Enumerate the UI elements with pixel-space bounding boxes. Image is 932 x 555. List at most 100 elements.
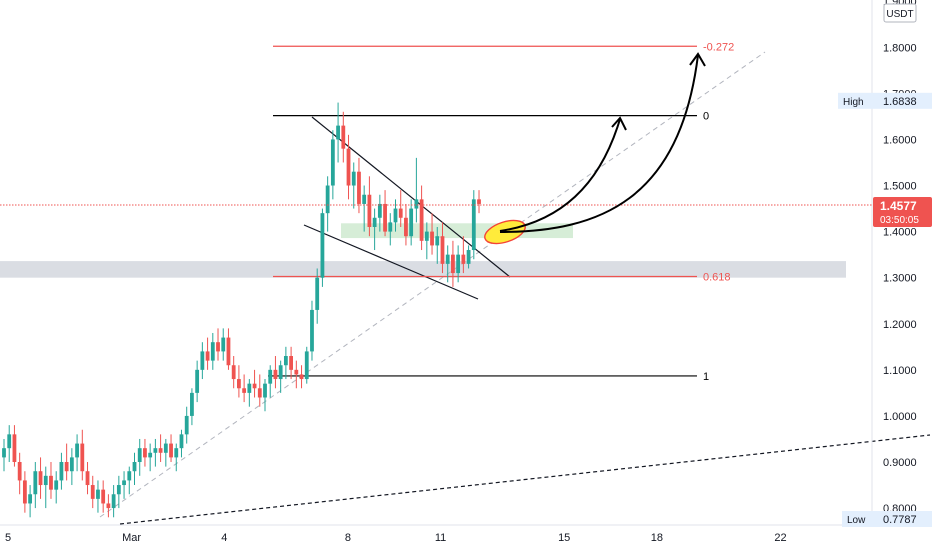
candle-body bbox=[64, 462, 69, 472]
candle-body bbox=[80, 443, 85, 472]
candle-body bbox=[466, 250, 471, 264]
x-tick-label: 11 bbox=[435, 532, 446, 544]
y-tick-label: 1.4000 bbox=[883, 227, 917, 239]
candle-body bbox=[268, 369, 273, 384]
candle-body bbox=[69, 457, 74, 472]
candle-body bbox=[341, 125, 346, 149]
candle-body bbox=[289, 356, 293, 370]
candle-body bbox=[22, 480, 27, 504]
candle-body bbox=[471, 199, 476, 251]
candle-body bbox=[116, 485, 121, 495]
candle-body bbox=[49, 475, 53, 490]
candle-body bbox=[430, 231, 434, 246]
candle-body bbox=[325, 185, 330, 214]
candle-body bbox=[43, 475, 48, 486]
candle-body bbox=[210, 342, 215, 361]
candle-body bbox=[90, 485, 95, 499]
candle-body bbox=[456, 254, 461, 274]
candle-body bbox=[96, 489, 100, 499]
candle-body bbox=[101, 489, 106, 504]
candle-body bbox=[127, 471, 132, 481]
candle-body bbox=[184, 415, 189, 435]
currency-label: USDT bbox=[886, 9, 913, 20]
candle-body bbox=[299, 374, 304, 380]
y-tick-label: 1.5000 bbox=[883, 181, 917, 193]
low-label: Low bbox=[847, 515, 866, 526]
candle-body bbox=[106, 503, 111, 509]
projection-arrow-to-extension bbox=[499, 54, 699, 233]
y-tick-label: 0.9000 bbox=[883, 457, 917, 469]
candle-body bbox=[237, 379, 241, 389]
candle-body bbox=[351, 171, 356, 186]
candle-body bbox=[143, 448, 147, 458]
candle-body bbox=[153, 448, 158, 453]
candle-body bbox=[7, 434, 12, 449]
candle-body bbox=[440, 236, 445, 264]
candle-body bbox=[383, 203, 387, 232]
x-tick-label: 15 bbox=[558, 532, 570, 544]
x-tick-label: Mar bbox=[122, 532, 141, 544]
candle-body bbox=[304, 351, 309, 380]
x-tick-label: 22 bbox=[774, 532, 786, 544]
y-tick-label: 1.6000 bbox=[883, 134, 917, 146]
rising-trend-dashed-line bbox=[99, 51, 766, 518]
fib-level-label: -0.272 bbox=[703, 41, 734, 53]
candle-body bbox=[451, 254, 455, 274]
candle-body bbox=[388, 222, 393, 232]
candle-body bbox=[263, 383, 267, 398]
candle-body bbox=[38, 471, 43, 486]
currency-badge: USDT bbox=[883, 3, 917, 23]
candle-body bbox=[28, 494, 32, 504]
candle-body bbox=[200, 351, 205, 370]
candle-body bbox=[85, 471, 90, 486]
candle-body bbox=[75, 443, 79, 458]
candle-body bbox=[346, 148, 351, 186]
x-tick-label: 5 bbox=[5, 532, 11, 544]
candle-body bbox=[12, 434, 17, 462]
candle-body bbox=[367, 194, 372, 227]
candle-body bbox=[17, 462, 22, 481]
candle-body bbox=[158, 448, 163, 453]
candle-body bbox=[111, 494, 116, 509]
candle-body bbox=[315, 277, 320, 310]
candle-body bbox=[148, 452, 153, 458]
high-marker: High 1.6838 bbox=[838, 92, 932, 109]
trend-lines-layer bbox=[99, 51, 931, 525]
candle-body bbox=[393, 208, 398, 223]
x-tick-label: 4 bbox=[221, 532, 227, 544]
long-term-trend-dashed-line bbox=[119, 434, 931, 525]
projection-arrow-to-zero bbox=[499, 118, 621, 232]
candle-body bbox=[445, 254, 450, 264]
candle-body bbox=[205, 351, 210, 361]
high-value: 1.6838 bbox=[883, 96, 917, 108]
candle-body bbox=[179, 434, 184, 449]
current-price-value: 1.4577 bbox=[880, 199, 917, 213]
axis-labels-layer: 1.90001.80001.70001.60001.50001.40001.30… bbox=[5, 0, 932, 544]
projection-arrow-head-extension bbox=[689, 52, 706, 67]
candle-body bbox=[174, 448, 179, 458]
candle-body bbox=[242, 388, 247, 393]
fib-level-label: 1 bbox=[703, 371, 709, 383]
candle-body bbox=[33, 471, 38, 495]
candles-layer bbox=[2, 102, 481, 518]
candle-body bbox=[257, 388, 262, 398]
projection-arrow-head-zero bbox=[611, 116, 627, 131]
candle-body bbox=[409, 208, 414, 237]
candle-body bbox=[362, 194, 367, 204]
fib-level-label: 0.618 bbox=[703, 272, 731, 284]
candle-body bbox=[419, 199, 424, 241]
support-zone bbox=[0, 261, 846, 278]
candle-body bbox=[330, 139, 335, 186]
candle-body bbox=[226, 337, 231, 366]
candle-body bbox=[137, 448, 142, 462]
candle-body bbox=[247, 383, 252, 393]
candle-body bbox=[310, 309, 314, 352]
fib-levels-layer: -0.272 0 0.618 1 bbox=[268, 41, 734, 383]
candle-body bbox=[278, 365, 283, 380]
candle-body bbox=[461, 254, 466, 264]
fib-level-label: 0 bbox=[703, 111, 709, 123]
x-tick-label: 18 bbox=[651, 532, 663, 544]
candle-body bbox=[435, 236, 440, 246]
